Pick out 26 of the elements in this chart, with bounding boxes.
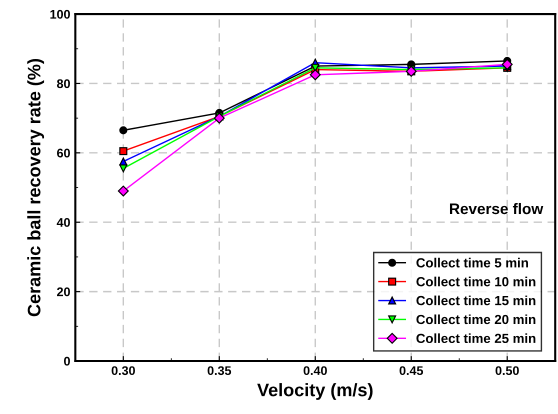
point xyxy=(310,69,321,80)
y-axis-title: Ceramic ball recovery rate (%) xyxy=(27,58,44,316)
x-tick-label: 0.50 xyxy=(496,366,519,376)
y-tick-label: 40 xyxy=(56,218,70,227)
y-tick-label: 100 xyxy=(50,10,70,19)
legend-label: Collect time 15 min xyxy=(416,296,536,306)
point xyxy=(502,58,513,70)
x-tick-label: 0.30 xyxy=(112,366,135,376)
y-tick-label: 20 xyxy=(57,287,70,296)
annotation: Reverse flow xyxy=(450,202,544,214)
legend-label: Collect time 5 min xyxy=(416,258,528,268)
x-tick-label: 0.40 xyxy=(304,366,327,376)
legend-label: Collect time 10 min xyxy=(416,276,536,286)
legend-label: Collect time 20 min xyxy=(416,314,536,324)
x-tick-label: 0.45 xyxy=(400,366,424,376)
x-axis-title: Velocity (m/s) xyxy=(257,383,373,400)
y-tick-label: 60 xyxy=(57,148,70,158)
y-tick-label: 0 xyxy=(64,356,70,366)
point xyxy=(119,164,128,172)
y-tick-label: 80 xyxy=(56,79,70,88)
legend-label: Collect time 25 min xyxy=(416,333,536,344)
x-tick-label: 0.35 xyxy=(208,366,232,376)
point xyxy=(119,147,128,156)
point xyxy=(118,186,129,196)
point xyxy=(214,112,225,124)
point xyxy=(119,126,128,134)
